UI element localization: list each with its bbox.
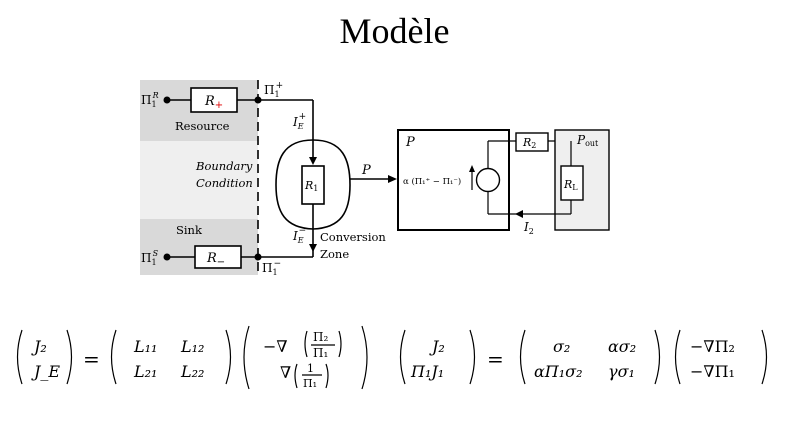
pi-r-sup: R [152,91,159,100]
pout-sub: out [585,139,599,148]
resistor-r2 [515,132,549,152]
eq1-m12: L₁₂ [180,337,204,356]
resistor-r-plus [190,87,238,113]
eq1-lhs-bottom: J_E [31,362,60,381]
page-title: Modèle [339,11,450,51]
eq2-m11: σ₂ [553,337,570,356]
source-alpha-label: α (Π₁⁺ − Π₁⁻) [403,176,461,187]
source-arrow [469,165,475,172]
eq2-rhs-bottom: −∇Π₁ [690,362,735,381]
eq2-m12: ασ₂ [608,337,636,356]
rl-label: R [563,178,572,191]
equation-2: J₂ Π₁J₁ = σ₂ ασ₂ αΠ₁σ₂ γσ₁ −∇Π₂ −∇Π₁ [399,329,768,385]
eq1-m11: L₁₁ [133,337,157,356]
ie-plus-sup: + [299,112,307,122]
eq2-m21: αΠ₁σ₂ [534,362,583,381]
svg-text:R+: R+ [204,94,223,111]
node-pi-minus [254,253,262,261]
node-pi-plus [254,96,262,104]
pi-minus-symbol: Π [262,261,272,275]
resistor-rl [560,165,584,201]
conversion-label-line2: Zone [320,247,349,261]
pi-r-symbol: Π [141,93,151,107]
svg-text:Π1R: Π1R [141,91,159,109]
i2-arrow [515,210,523,218]
i2-label: I [523,220,529,234]
boundary-label-line1: Boundary [195,159,253,173]
eq1-rhs-top-prefix: −∇ [263,337,288,356]
svg-text:IE+: IE+ [292,112,306,131]
pi-r-sub: 1 [151,100,156,109]
svg-text:R2: R2 [522,136,536,150]
eq1-m21: L₂₁ [133,362,157,381]
eq1-rhs-top-num: Π₂ [313,330,328,344]
r-minus-label: R [206,251,217,266]
ie-plus-symbol: I [292,115,298,129]
ie-plus-sub: E [297,122,304,131]
i2-sub: 2 [529,227,534,236]
svg-text:Π1S: Π1S [141,249,159,267]
pi-s-sup: S [153,249,159,258]
current-arrow-bottom [309,244,317,252]
pi-plus-sub: 1 [274,90,279,99]
pi-s-sub: 1 [151,258,156,267]
eq1-lhs-top: J₂ [31,337,47,356]
ie-minus-sup: − [299,226,307,236]
svg-text:=: = [487,347,504,371]
eq1-rhs-top-den: Π₁ [313,346,328,360]
pi-plus-symbol: Π [264,83,274,97]
svg-text:R−: R− [206,251,225,268]
svg-text:IE−: IE− [292,226,306,245]
boundary-label-line2: Condition [196,176,253,190]
sink-label: Sink [176,223,203,237]
eq2-lhs-bottom: Π₁J₁ [410,362,444,381]
eq1-rhs-bot-prefix: ∇ [280,363,291,382]
r2-label: R [522,136,531,149]
r-plus-sub: + [215,100,223,111]
ie-minus-sub: E [297,236,304,245]
svg-text:RL: RL [563,178,578,192]
eq1-rhs-bot-num: 1 [307,362,314,375]
eq1-m22: L₂₂ [180,362,204,381]
svg-text:=: = [83,347,100,371]
pi-plus-sup: + [276,81,284,91]
rl-sub: L [572,183,578,192]
r2-sub: 2 [531,141,536,150]
pi-minus-sub: 1 [272,268,277,277]
pi-s-symbol: Π [141,251,151,265]
eq2-lhs-top: J₂ [429,337,445,356]
svg-text:Pout: Pout [576,133,599,148]
eq1-rhs-bot-den: Π₁ [303,377,317,390]
svg-text:Π1−: Π1− [262,259,281,277]
r1-label: R [304,179,313,192]
eq2-m22: γσ₁ [608,362,635,381]
svg-text:Π1+: Π1+ [264,81,283,99]
conversion-zone-outline [275,139,351,230]
boundary-region [140,141,258,219]
r1-sub: 1 [313,184,318,193]
current-arrow-top [309,157,317,165]
svg-text:R1: R1 [304,179,318,193]
equation-1: J₂ J_E = L₁₁ L₁₂ L₂₁ L₂₂ −∇ Π₂ Π₁ ∇ 1 Π₁ [16,325,368,390]
r-minus-sub: − [217,257,225,268]
eq2-rhs-top: −∇Π₂ [690,337,735,356]
conversion-label-line1: Conversion [320,230,386,244]
power-arrow [388,175,397,183]
r-plus-label: R [204,94,215,109]
p-label: P [361,163,371,178]
pi-minus-sup: − [274,259,282,269]
engine-p-label: P [405,135,415,150]
svg-text:I2: I2 [523,220,534,236]
current-source-circle [475,167,501,193]
resource-label: Resource [175,119,230,133]
pout-label: P [576,133,586,147]
ie-minus-symbol: I [292,229,298,243]
